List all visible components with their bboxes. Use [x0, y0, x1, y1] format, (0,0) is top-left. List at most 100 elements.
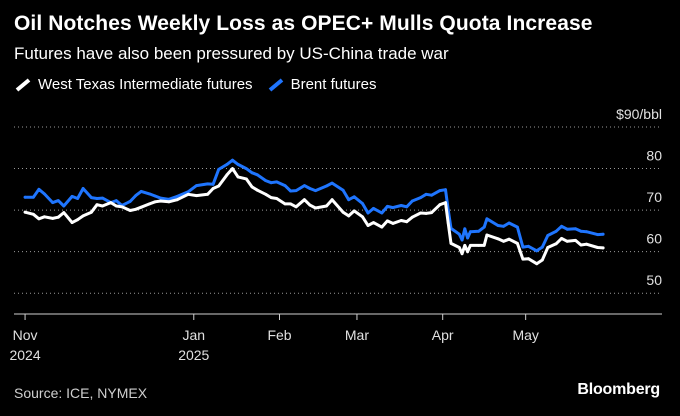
point-brent-2024-12-26	[175, 195, 179, 198]
point-wti-2025-05-23	[585, 242, 588, 246]
point-wti-2025-04-07	[457, 246, 461, 249]
point-wti-2025-04-03	[446, 221, 450, 225]
point-brent-2025-03-12	[386, 205, 389, 208]
point-wti-2025-04-25	[507, 237, 511, 241]
point-brent-2025-02-24	[341, 188, 345, 192]
point-brent-2025-03-03	[361, 202, 364, 205]
point-wti-2025-01-10	[217, 184, 221, 188]
point-brent-2025-04-10	[466, 236, 469, 240]
point-wti-2025-04-04	[449, 242, 453, 245]
point-wti-2025-02-05	[289, 202, 292, 206]
point-wti-2025-01-24	[256, 188, 259, 192]
point-brent-2024-12-09	[128, 200, 132, 203]
point-wti-2024-11-22	[81, 214, 85, 218]
point-wti-2025-05-07	[540, 258, 544, 262]
point-wti-2025-01-20	[244, 177, 248, 181]
point-wti-2024-11-13	[56, 215, 60, 219]
point-wti-2025-03-31	[438, 203, 442, 207]
point-wti-2025-03-24	[419, 211, 422, 215]
legend-swatch-brent	[268, 77, 283, 92]
legend: West Texas Intermediate futures Brent fu…	[14, 76, 390, 93]
source-note: Source: ICE, NYMEX	[14, 385, 148, 401]
point-wti-2024-11-08	[43, 215, 46, 219]
point-brent-2025-04-23	[502, 224, 505, 228]
point-wti-2025-02-26	[347, 214, 351, 218]
point-brent-2025-04-14	[477, 229, 480, 233]
point-wti-2025-03-03	[361, 215, 364, 219]
point-brent-2025-03-05	[366, 211, 370, 215]
x-tick-label-may: May	[512, 327, 538, 343]
point-brent-2024-12-13	[139, 190, 143, 193]
point-wti-2025-02-03	[283, 202, 287, 206]
point-brent-2024-11-27	[95, 197, 99, 200]
point-brent-2025-05-02	[527, 244, 530, 248]
point-brent-2024-11-06	[37, 187, 41, 191]
point-wti-2024-11-06	[37, 217, 41, 221]
point-brent-2025-05-14	[560, 224, 563, 228]
point-brent-2024-11-01	[23, 195, 27, 199]
point-wti-2025-02-12	[308, 203, 312, 207]
point-brent-2025-04-08	[460, 238, 464, 242]
point-wti-2025-03-17	[399, 219, 403, 222]
point-brent-2025-04-07	[457, 232, 461, 236]
point-brent-2025-05-16	[565, 227, 569, 231]
point-wti-2025-04-10	[466, 250, 469, 254]
point-wti-2025-02-18	[325, 204, 328, 208]
point-wti-2025-04-17	[485, 233, 489, 237]
point-brent-2025-03-14	[391, 206, 395, 210]
point-brent-2024-12-11	[134, 194, 138, 198]
line-brent	[23, 158, 605, 253]
point-brent-2025-03-19	[405, 205, 409, 209]
point-brent-2024-12-18	[153, 194, 157, 198]
legend-label-brent: Brent futures	[290, 76, 377, 93]
point-brent-2025-02-20	[330, 181, 334, 185]
point-brent-2024-11-04	[32, 195, 35, 199]
point-wti-2024-12-04	[114, 204, 118, 208]
x-tick-label-jan: Jan	[182, 327, 205, 343]
point-brent-2025-01-29	[269, 181, 273, 185]
point-brent-2024-11-29	[101, 196, 104, 200]
point-wti-2024-12-02	[109, 201, 113, 205]
point-wti-2025-02-28	[352, 209, 356, 213]
point-brent-2025-03-31	[438, 189, 442, 193]
point-wti-2024-11-15	[62, 211, 66, 215]
y-tick-label-50: 50	[646, 272, 662, 288]
point-wti-2024-11-25	[90, 210, 93, 214]
point-brent-2024-12-23	[167, 197, 171, 201]
point-wti-2025-04-09	[463, 244, 467, 247]
point-wti-2024-12-09	[128, 209, 132, 212]
point-wti-2025-04-28	[516, 242, 519, 245]
point-brent-2025-02-18	[325, 184, 328, 188]
point-brent-2025-04-11	[469, 230, 472, 234]
point-brent-2025-05-09	[546, 234, 550, 237]
point-wti-2024-11-11	[51, 217, 55, 220]
point-brent-2024-11-11	[51, 201, 55, 205]
point-brent-2025-03-24	[419, 196, 422, 200]
point-wti-2025-04-08	[460, 252, 464, 256]
point-wti-2024-11-27	[95, 203, 99, 207]
point-wti-2025-01-31	[275, 197, 279, 200]
point-brent-2025-03-28	[430, 193, 433, 197]
point-brent-2025-01-10	[217, 168, 221, 171]
point-brent-2025-03-17	[399, 204, 403, 207]
point-brent-2025-01-27	[264, 179, 268, 183]
point-wti-2025-03-21	[410, 215, 414, 219]
point-brent-2024-11-25	[90, 196, 93, 200]
legend-item-wti: West Texas Intermediate futures	[14, 76, 253, 93]
point-brent-2025-04-21	[496, 224, 500, 227]
point-wti-2025-04-23	[502, 239, 505, 243]
point-wti-2025-03-10	[380, 225, 384, 229]
point-wti-2024-12-13	[139, 205, 143, 209]
point-brent-2025-04-09	[463, 227, 467, 231]
point-wti-2025-05-14	[560, 237, 563, 240]
point-brent-2025-05-05	[535, 249, 539, 253]
point-brent-2025-02-28	[352, 195, 356, 199]
point-wti-2024-11-04	[32, 212, 35, 216]
grid	[14, 126, 662, 294]
point-wti-2024-12-23	[167, 200, 171, 204]
point-brent-2025-01-20	[244, 167, 248, 171]
point-wti-2025-05-09	[546, 246, 550, 249]
point-brent-2025-02-26	[347, 198, 351, 202]
point-brent-2025-01-02	[195, 184, 198, 188]
point-wti-2025-02-07	[294, 205, 298, 209]
